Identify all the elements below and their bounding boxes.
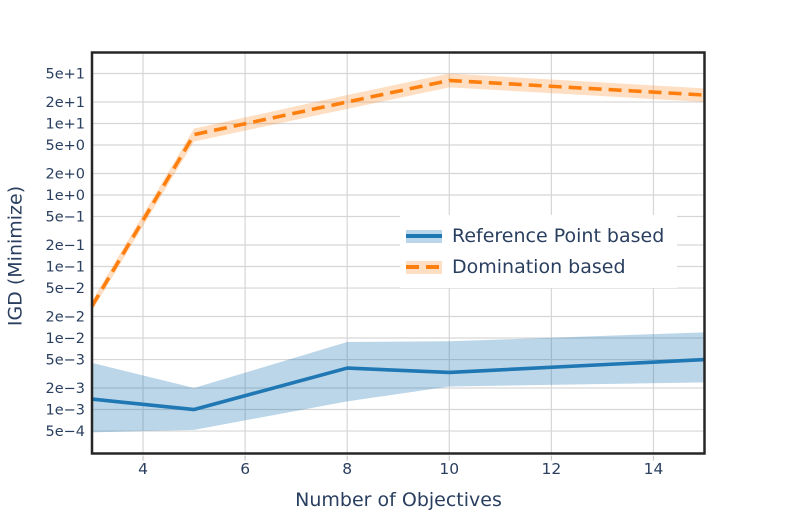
x-tick-label: 14	[644, 460, 664, 478]
legend-swatch-icon	[406, 260, 442, 274]
x-tick-label: 10	[439, 460, 459, 478]
y-tick-label: 1e−2	[45, 331, 85, 347]
legend-item-0[interactable]: Reference Point based	[406, 225, 677, 247]
y-tick-label: 5e−2	[45, 281, 85, 297]
y-tick-label: 5e−4	[45, 424, 85, 440]
y-tick-label: 2e−3	[45, 381, 85, 397]
legend: Reference Point based Domination based	[400, 215, 677, 288]
x-axis-title: Number of Objectives	[295, 489, 502, 511]
y-tick-label: 1e−1	[45, 260, 85, 276]
legend-label: Reference Point based	[452, 225, 665, 247]
y-tick-label: 5e−1	[45, 210, 85, 226]
legend-line	[406, 234, 442, 238]
y-tick-label: 5e+1	[45, 67, 85, 83]
y-tick-label: 2e−1	[45, 238, 85, 254]
x-tick-label: 6	[240, 460, 250, 478]
y-tick-label: 2e+1	[45, 95, 85, 111]
x-tick-label: 12	[542, 460, 562, 478]
y-axis-title: IGD (Minimize)	[4, 185, 27, 327]
legend-item-1[interactable]: Domination based	[406, 256, 677, 278]
legend-label: Domination based	[452, 256, 626, 278]
y-tick-label: 1e−3	[45, 403, 85, 419]
plot-frame	[90, 51, 706, 455]
y-tick-label: 5e+0	[45, 138, 85, 154]
confidence-band-0	[92, 332, 705, 433]
series-line-1	[90, 78, 705, 307]
x-tick-label: 8	[342, 460, 352, 478]
y-tick-label: 2e+0	[45, 166, 85, 182]
x-tick-label: 4	[138, 460, 148, 478]
legend-line	[406, 265, 442, 269]
legend-swatch-icon	[406, 229, 442, 243]
series-line-0	[91, 357, 705, 412]
confidence-band-1	[92, 73, 705, 311]
y-tick-label: 1e+0	[45, 188, 85, 204]
y-tick-label: 2e−2	[45, 309, 85, 325]
y-tick-label: 1e+1	[45, 117, 85, 133]
y-tick-label: 5e−3	[45, 353, 85, 369]
